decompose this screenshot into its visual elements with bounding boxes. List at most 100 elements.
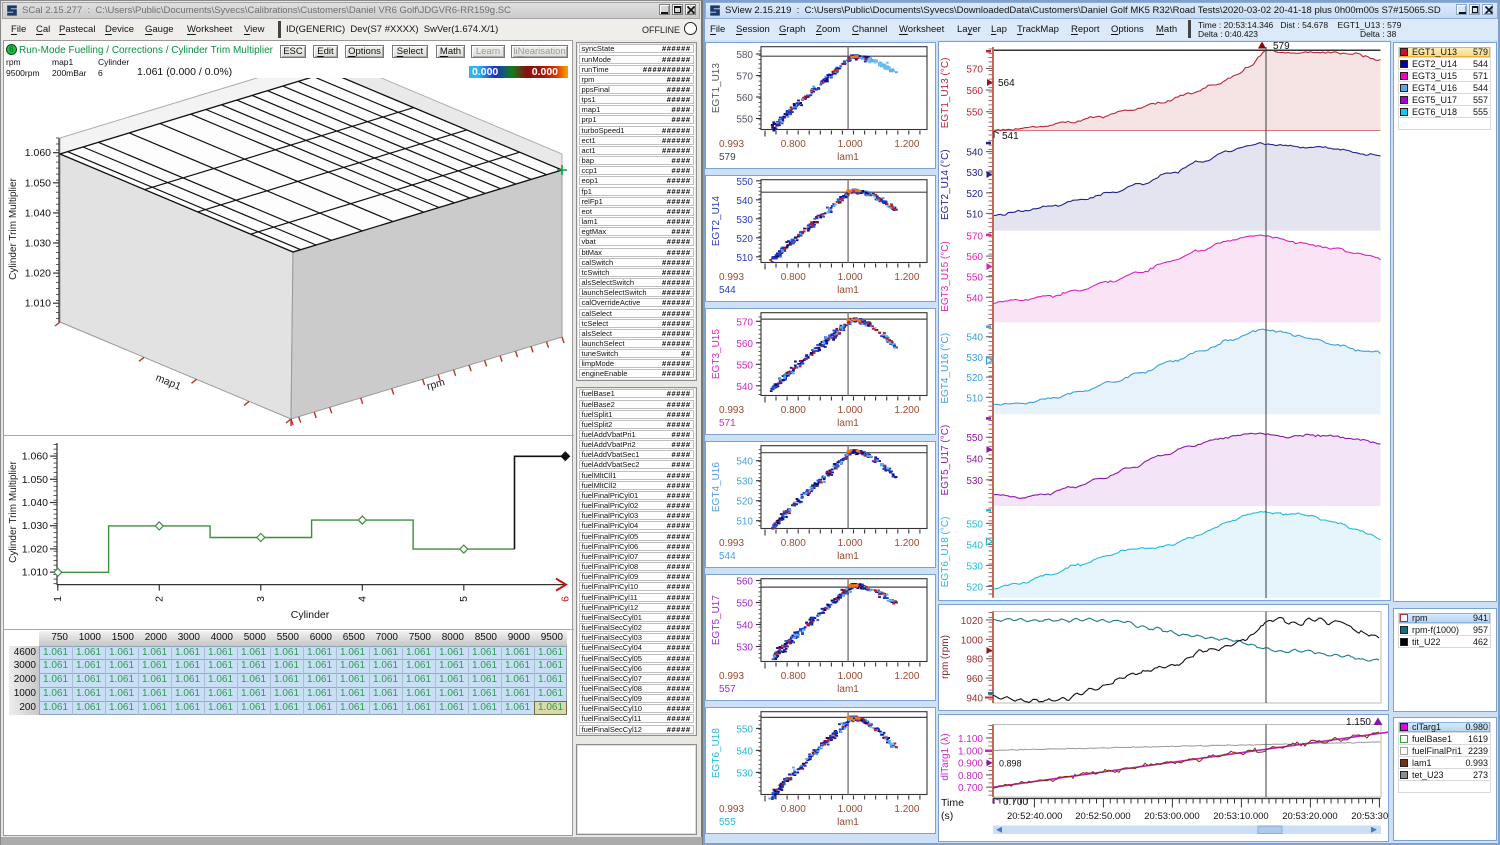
svg-text:1.200: 1.200: [894, 272, 919, 283]
svg-text:0.800: 0.800: [781, 538, 806, 549]
svg-text:dlTarg1 (λ): dlTarg1 (λ): [940, 733, 951, 780]
svg-text:1000: 1000: [961, 635, 984, 646]
svg-text:1.000: 1.000: [838, 538, 863, 549]
svg-text:1.000: 1.000: [838, 405, 863, 416]
svg-text:557: 557: [719, 684, 736, 695]
svg-text:560: 560: [966, 252, 983, 263]
svg-text:20:52:50.000: 20:52:50.000: [1075, 811, 1130, 822]
svg-text:544: 544: [719, 285, 736, 296]
svg-text:0.993: 0.993: [719, 139, 744, 150]
svg-text:1.000: 1.000: [838, 671, 863, 682]
svg-text:550: 550: [736, 115, 753, 126]
svg-text:550: 550: [736, 599, 753, 610]
svg-text:540: 540: [966, 455, 983, 466]
svg-text:530: 530: [966, 168, 983, 179]
svg-text:0.898: 0.898: [999, 759, 1022, 769]
svg-text:570: 570: [966, 232, 983, 243]
svg-text:1.000: 1.000: [838, 804, 863, 815]
svg-text:20:52:40.000: 20:52:40.000: [1007, 811, 1062, 822]
svg-text:960: 960: [966, 674, 983, 685]
svg-text:1.000: 1.000: [838, 139, 863, 150]
svg-text:4: 4: [356, 596, 368, 602]
svg-text:1.030: 1.030: [25, 238, 51, 250]
svg-text:560: 560: [966, 86, 983, 97]
svg-text:EGT4_U16: EGT4_U16: [711, 462, 722, 512]
svg-text:570: 570: [736, 72, 753, 83]
svg-text:530: 530: [736, 477, 753, 488]
svg-text:540: 540: [736, 382, 753, 393]
svg-text:540: 540: [966, 148, 983, 159]
svg-text:550: 550: [966, 273, 983, 284]
svg-text:550: 550: [736, 177, 753, 188]
svg-text:lam1: lam1: [837, 551, 859, 562]
svg-text:0.800: 0.800: [781, 139, 806, 150]
svg-text:0.993: 0.993: [719, 538, 744, 549]
svg-text:540: 540: [736, 196, 753, 207]
svg-text:579: 579: [719, 152, 736, 163]
svg-text:530: 530: [736, 768, 753, 779]
svg-text:EGT6_U18 (°C): EGT6_U18 (°C): [940, 517, 951, 588]
svg-text:1.100: 1.100: [958, 734, 983, 745]
svg-text:0.700: 0.700: [958, 783, 983, 794]
svg-text:560: 560: [736, 93, 753, 104]
svg-text:1.200: 1.200: [894, 671, 919, 682]
svg-text:1: 1: [52, 596, 64, 602]
svg-text:520: 520: [736, 497, 753, 508]
svg-text:lam1: lam1: [837, 418, 859, 429]
svg-text:550: 550: [966, 108, 983, 119]
svg-text:0.800: 0.800: [781, 272, 806, 283]
svg-text:550: 550: [736, 360, 753, 371]
svg-text:1020: 1020: [961, 616, 984, 627]
svg-text:EGT4_U16 (°C): EGT4_U16 (°C): [940, 333, 951, 404]
svg-text:1.040: 1.040: [22, 497, 48, 509]
svg-text:540: 540: [966, 333, 983, 344]
svg-text:0.993: 0.993: [719, 671, 744, 682]
svg-text:(s): (s): [941, 810, 953, 822]
svg-text:1.200: 1.200: [894, 538, 919, 549]
svg-text:510: 510: [736, 253, 753, 264]
svg-text:0.900: 0.900: [958, 759, 983, 770]
svg-text:980: 980: [966, 655, 983, 666]
svg-text:540: 540: [966, 540, 983, 551]
svg-text:530: 530: [736, 643, 753, 654]
svg-text:5: 5: [458, 596, 470, 602]
svg-text:Time: Time: [941, 797, 964, 809]
svg-text:Cylinder: Cylinder: [291, 609, 330, 621]
svg-text:1.200: 1.200: [894, 804, 919, 815]
svg-text:1.000: 1.000: [958, 746, 983, 757]
svg-text:1.060: 1.060: [22, 451, 48, 463]
svg-text:544: 544: [719, 551, 736, 562]
svg-text:564: 564: [998, 78, 1015, 89]
svg-text:EGT1_U13 (°C): EGT1_U13 (°C): [940, 58, 951, 129]
svg-text:Cylinder Trim Multiplier: Cylinder Trim Multiplier: [8, 460, 19, 562]
svg-text:550: 550: [736, 724, 753, 735]
svg-text:520: 520: [966, 582, 983, 593]
svg-text:540: 540: [736, 746, 753, 757]
svg-text:0.993: 0.993: [719, 272, 744, 283]
svg-text:530: 530: [966, 476, 983, 487]
svg-text:rpm (rpm): rpm (rpm): [940, 635, 951, 679]
svg-text:580: 580: [736, 50, 753, 61]
svg-text:1.020: 1.020: [25, 268, 51, 280]
svg-text:2: 2: [153, 596, 165, 602]
svg-text:1.020: 1.020: [22, 543, 48, 555]
svg-text:0.800: 0.800: [781, 804, 806, 815]
svg-text:570: 570: [736, 317, 753, 328]
svg-text:540: 540: [966, 293, 983, 304]
svg-text:map1: map1: [154, 372, 183, 393]
svg-text:EGT2_U14 (°C): EGT2_U14 (°C): [940, 149, 951, 220]
svg-text:lam1: lam1: [837, 285, 859, 296]
svg-text:EGT2_U14: EGT2_U14: [711, 196, 722, 246]
svg-text:530: 530: [966, 353, 983, 364]
svg-text:EGT3_U15: EGT3_U15: [711, 329, 722, 379]
svg-text:530: 530: [736, 215, 753, 226]
svg-text:rpm: rpm: [425, 376, 446, 393]
svg-text:1.150: 1.150: [1346, 717, 1371, 728]
svg-text:lam1: lam1: [837, 817, 859, 828]
svg-text:540: 540: [736, 621, 753, 632]
svg-text:6: 6: [559, 596, 571, 602]
svg-text:560: 560: [736, 577, 753, 588]
svg-text:EGT3_U15 (°C): EGT3_U15 (°C): [940, 241, 951, 312]
svg-text:520: 520: [736, 234, 753, 245]
svg-text:520: 520: [966, 189, 983, 200]
